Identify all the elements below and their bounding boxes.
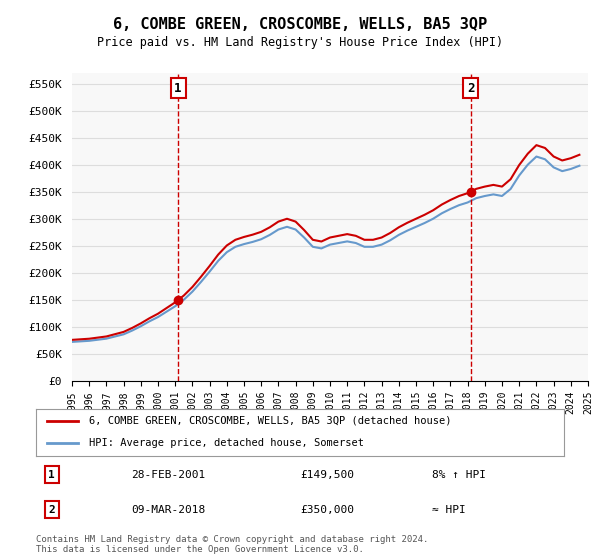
Text: 1: 1	[49, 470, 55, 479]
Text: 2: 2	[467, 82, 475, 95]
Text: 8% ↑ HPI: 8% ↑ HPI	[432, 470, 486, 479]
Text: £350,000: £350,000	[300, 505, 354, 515]
Text: 2: 2	[49, 505, 55, 515]
Text: 1: 1	[175, 82, 182, 95]
Text: Price paid vs. HM Land Registry's House Price Index (HPI): Price paid vs. HM Land Registry's House …	[97, 36, 503, 49]
Text: Contains HM Land Registry data © Crown copyright and database right 2024.
This d: Contains HM Land Registry data © Crown c…	[36, 535, 428, 554]
Text: 28-FEB-2001: 28-FEB-2001	[131, 470, 205, 479]
Text: ≈ HPI: ≈ HPI	[432, 505, 466, 515]
Text: £149,500: £149,500	[300, 470, 354, 479]
Text: 6, COMBE GREEN, CROSCOMBE, WELLS, BA5 3QP: 6, COMBE GREEN, CROSCOMBE, WELLS, BA5 3Q…	[113, 17, 487, 32]
Text: HPI: Average price, detached house, Somerset: HPI: Average price, detached house, Some…	[89, 438, 364, 448]
Text: 09-MAR-2018: 09-MAR-2018	[131, 505, 205, 515]
Text: 6, COMBE GREEN, CROSCOMBE, WELLS, BA5 3QP (detached house): 6, COMBE GREEN, CROSCOMBE, WELLS, BA5 3Q…	[89, 416, 451, 426]
